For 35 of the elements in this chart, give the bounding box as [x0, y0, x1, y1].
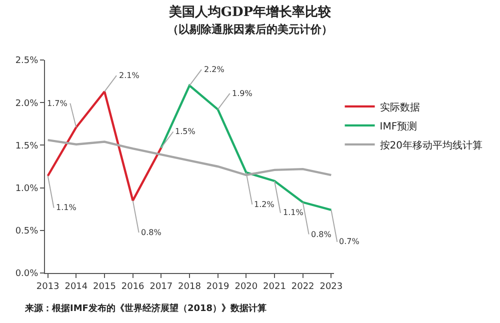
x-tick-label: 2013 — [36, 282, 60, 292]
y-tick-label: 0.0% — [15, 269, 39, 280]
data-label: 1.9% — [232, 89, 253, 98]
x-tick-label: 2014 — [64, 282, 88, 292]
source-note: 来源：根据IMF发布的《世界经济展望（2018）》数据计算 — [24, 303, 267, 314]
data-label: 0.8% — [141, 228, 162, 237]
line-series — [46, 90, 162, 202]
x-tick-label: 2015 — [93, 282, 116, 292]
data-label: 0.8% — [311, 230, 332, 239]
y-tick-label: 0.5% — [15, 226, 39, 237]
data-label: 2.2% — [204, 65, 225, 74]
y-tick-label: 1.5% — [15, 141, 39, 152]
y-tick-label: 1.0% — [15, 184, 39, 194]
x-tick-label: 2023 — [320, 282, 343, 292]
legend-label: 实际数据 — [380, 101, 420, 114]
data-label: 1.5% — [175, 127, 196, 136]
y-tick-label: 2.0% — [15, 98, 39, 109]
data-label: 2.1% — [119, 71, 140, 80]
data-label: 0.7% — [339, 237, 360, 246]
x-tick-label: 2022 — [291, 282, 314, 292]
x-tick-label: 2021 — [263, 282, 286, 292]
data-label: 1.1% — [56, 203, 77, 212]
x-tick-label: 2017 — [150, 282, 173, 292]
x-tick-label: 2020 — [234, 282, 258, 292]
x-tick-label: 2018 — [178, 282, 202, 292]
data-label: 1.1% — [283, 208, 304, 217]
legend-label: 按20年移动平均线计算 — [380, 139, 483, 152]
x-tick-label: 2016 — [121, 282, 145, 292]
legend-label: IMF预测 — [380, 120, 418, 132]
chart-title: 美国人均GDP年增长率比较 — [168, 4, 332, 20]
data-label: 1.7% — [47, 99, 68, 108]
data-label: 1.2% — [254, 200, 275, 209]
y-tick-label: 2.5% — [15, 56, 39, 66]
x-tick-label: 2019 — [206, 282, 230, 292]
chart-subtitle: （以剔除通胀因素后的美元计价） — [168, 23, 332, 36]
